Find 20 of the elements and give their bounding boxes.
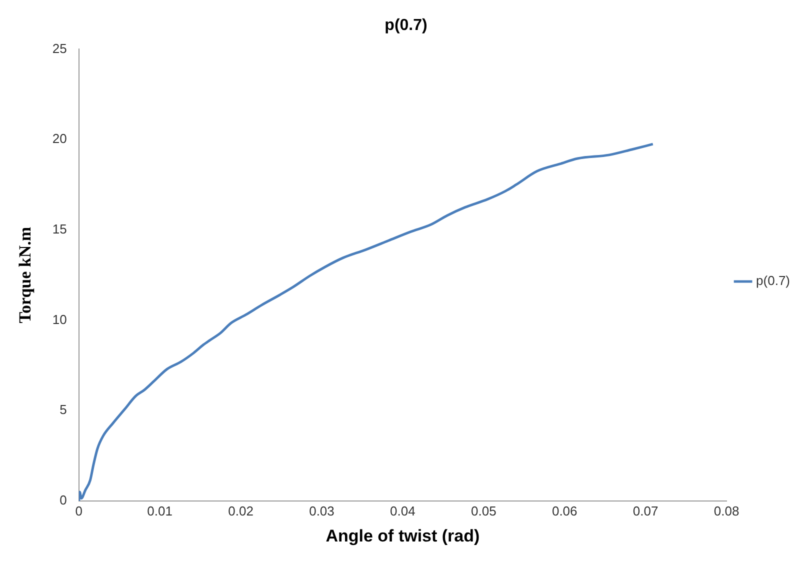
- chart-title: p(0.7): [384, 17, 428, 34]
- y-tick-label: 25: [52, 40, 67, 56]
- x-tick-label: 0.04: [390, 503, 416, 518]
- x-tick-label: 0.01: [147, 503, 172, 518]
- x-tick-label: 0.06: [552, 503, 578, 518]
- x-tick-label: 0.05: [471, 503, 496, 518]
- x-tick-label: 0.03: [309, 503, 334, 518]
- line-series: [78, 142, 654, 501]
- y-axis-title: Torque kN.m: [16, 226, 35, 324]
- x-tick-label: 0.02: [228, 503, 254, 518]
- x-tick-label: 0: [75, 503, 82, 518]
- y-tick-label: 5: [60, 402, 67, 418]
- y-tick-label: 20: [52, 131, 67, 146]
- x-axis-title: Angle of twist (rad): [326, 526, 480, 546]
- y-tick-label: 15: [52, 222, 67, 236]
- y-tick-label: 10: [52, 312, 67, 327]
- x-tick-label: 0.07: [632, 503, 658, 518]
- x-tick-label: 0.08: [714, 503, 740, 518]
- y-tick-label: 0: [60, 492, 67, 508]
- legend-label: p(0.7): [756, 273, 790, 288]
